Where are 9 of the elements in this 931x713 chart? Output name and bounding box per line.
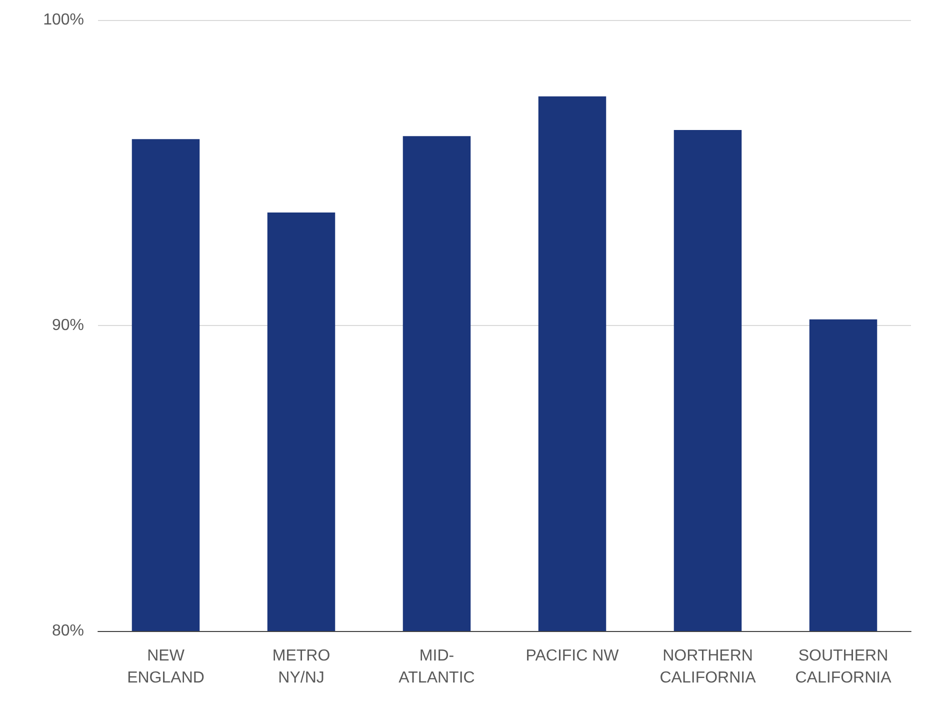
x-tick-label: NORTHERN CALIFORNIA: [660, 648, 756, 686]
x-tick-label: NEW ENGLAND: [127, 648, 204, 686]
x-tick-label: METRO NY/NJ: [272, 648, 330, 686]
y-tick-label: 80%: [52, 622, 84, 640]
x-tick-label: MID- ATLANTIC: [398, 648, 475, 686]
x-tick-label: SOUTHERN CALIFORNIA: [795, 648, 892, 686]
y-tick-label: 100%: [43, 12, 84, 28]
x-tick-label: PACIFIC NW: [526, 648, 620, 664]
y-tick-label: 90%: [52, 317, 84, 334]
